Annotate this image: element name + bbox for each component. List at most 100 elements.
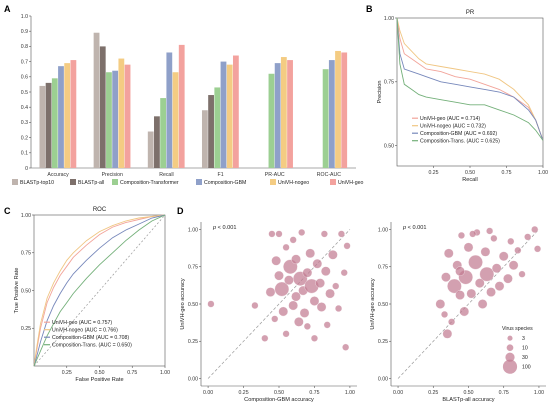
scatter-point: [251, 302, 259, 309]
series-line: [33, 214, 166, 367]
scatter-point: [441, 272, 451, 282]
scatter-point: [271, 315, 279, 323]
p-symbol: p: [212, 225, 216, 231]
x-tick-label: 0.75: [499, 390, 509, 396]
series-line: [396, 17, 544, 141]
x-tick-label: 0.75: [501, 170, 511, 176]
identity-line: [207, 229, 351, 379]
x-tick-label: 0.75: [127, 370, 137, 376]
p-value-annotation: p < 0.001: [402, 225, 427, 231]
bar-category-label: PR-AUC: [265, 172, 285, 178]
scatter-point: [310, 334, 318, 342]
scatter-point: [288, 300, 298, 311]
bar: [166, 52, 173, 169]
panel-letter-a: A: [4, 4, 11, 14]
bar-category-label: Precision: [102, 172, 123, 178]
p-value: < 0.001: [216, 225, 236, 231]
bar-y-tick-label: 1.0: [21, 14, 28, 20]
scatter-point: [291, 291, 301, 302]
x-axis-label: Composition-GBM accuracy: [244, 397, 314, 403]
bar: [93, 32, 100, 168]
scatter-point: [469, 230, 477, 238]
y-tick-label: 1.00: [188, 227, 198, 233]
scatter-point: [498, 251, 509, 262]
bar: [178, 44, 185, 168]
scatter-point: [534, 245, 542, 253]
legend-label: UniVH-geo: [338, 180, 363, 186]
bar: [214, 87, 221, 168]
bar: [112, 70, 119, 168]
scatter-point: [298, 228, 306, 236]
bar: [99, 46, 106, 168]
x-tick-label: 0.25: [428, 390, 438, 396]
scatter-point: [289, 236, 297, 244]
scatter-point: [468, 255, 483, 270]
y-tick-label: 0.75: [188, 265, 198, 271]
bar: [160, 98, 167, 168]
y-tick-label: 0.50: [21, 288, 31, 294]
bar: [322, 69, 329, 168]
scatter-point: [207, 300, 215, 308]
bar: [268, 73, 275, 168]
scatter-point: [448, 318, 456, 326]
scatter-point: [278, 306, 289, 317]
scatter-point: [312, 258, 323, 269]
y-tick-label: 0.25: [378, 339, 388, 345]
bar-y-tick-label: 0: [25, 166, 28, 172]
scatter-point: [299, 308, 310, 318]
scatter-point: [477, 299, 488, 309]
x-axis-label: BLASTp-all accuracy: [442, 397, 494, 403]
bar: [280, 57, 287, 168]
legend-swatch: [196, 179, 202, 185]
scatter-point: [340, 269, 348, 277]
bar: [154, 116, 160, 168]
series-line: [396, 17, 544, 141]
bar-category-label: F1: [218, 172, 224, 178]
scatter-point: [268, 230, 276, 238]
scatter-point: [486, 227, 494, 235]
scatter-point: [447, 278, 462, 294]
legend-label: UniVH-nogeo (AUC = 0.732): [420, 124, 486, 130]
bar-y-tick-label: 0.1: [21, 151, 28, 157]
x-tick-label: 0.50: [94, 370, 104, 376]
bar: [274, 63, 281, 169]
scatter-point: [459, 306, 470, 317]
y-axis-label: Precision: [377, 80, 383, 103]
scatter-point: [305, 248, 315, 259]
y-tick-label: 1.00: [384, 16, 394, 22]
y-tick-label: 1.00: [378, 227, 388, 233]
bar: [58, 66, 64, 168]
scatter-point: [284, 275, 294, 285]
scatter-point: [321, 266, 331, 276]
bar-category-label: Recall: [159, 172, 173, 178]
legend-label: UniVH-nogeo (AUC = 0.766): [52, 328, 118, 334]
legend-label: UniVH-nogeo: [278, 180, 309, 186]
scatter-point: [343, 242, 351, 250]
y-tick-label: 1.00: [21, 213, 31, 219]
identity-line: [397, 229, 540, 379]
legend-swatch: [270, 179, 276, 185]
x-tick-label: 1.00: [534, 390, 544, 396]
size-legend-title: Virus species: [502, 326, 533, 332]
scatter-point: [316, 302, 327, 312]
series-line: [33, 214, 166, 367]
y-tick-label: 0.00: [188, 376, 198, 382]
x-tick-label: 0.50: [463, 390, 473, 396]
scatter-point: [320, 230, 328, 238]
scatter-point: [282, 243, 290, 251]
scatter-point: [455, 266, 465, 276]
y-tick-label: 0.50: [384, 143, 394, 149]
bar: [147, 131, 154, 168]
bar-y-tick-label: 0.6: [21, 75, 28, 81]
size-legend-label: 30: [522, 355, 528, 361]
size-legend-circle: [505, 352, 515, 362]
x-tick-label: 0.25: [238, 390, 248, 396]
y-tick-label: 0.00: [378, 376, 388, 382]
scatter-point: [342, 343, 350, 351]
scatter-point: [490, 234, 498, 242]
scatter-point: [508, 260, 519, 270]
bar: [51, 78, 58, 168]
scatter-point: [480, 247, 491, 257]
scatter-point: [302, 267, 313, 278]
